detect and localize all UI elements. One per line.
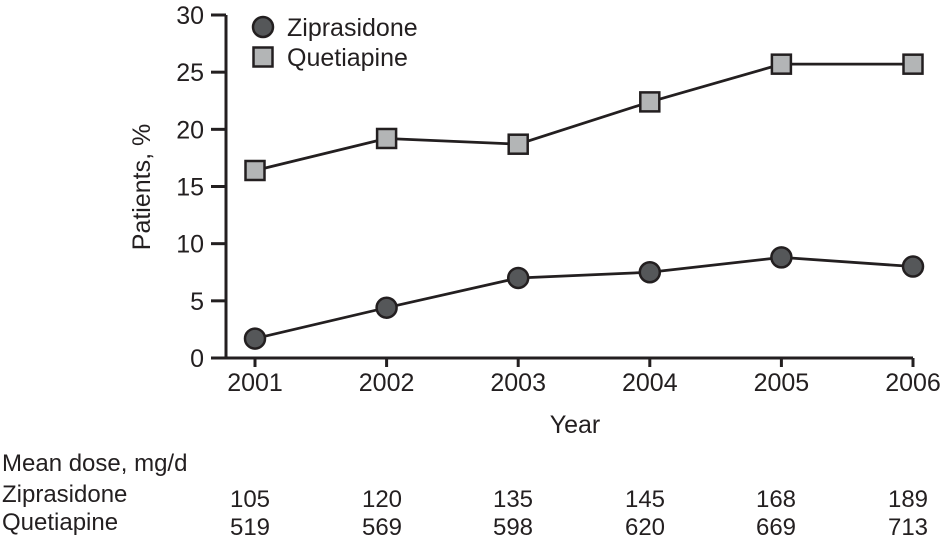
dose-ziprasidone-2001: 105 [229, 486, 271, 513]
marker-quetiapine [639, 91, 661, 113]
x-tick-label: 2003 [490, 369, 546, 397]
marker-ziprasidone [901, 255, 925, 278]
y-tick-label: 15 [176, 174, 204, 202]
y-tick-label: 10 [176, 231, 204, 259]
dose-quetiapine-2002: 569 [361, 514, 403, 541]
marker-ziprasidone [506, 266, 530, 290]
marker-quetiapine [244, 159, 266, 182]
y-axis-title: Patients, % [128, 124, 156, 250]
marker-quetiapine [375, 127, 398, 150]
x-tick-label: 2004 [622, 369, 678, 397]
y-tick-label: 20 [176, 116, 204, 144]
dose-ziprasidone-2003: 135 [492, 486, 534, 513]
dose-ziprasidone-2002: 120 [361, 486, 403, 513]
dose-ziprasidone-2005: 168 [755, 486, 797, 513]
x-axis-title: Year [550, 411, 601, 439]
dose-table-header: Mean dose, mg/d [2, 450, 188, 477]
y-tick-label: 30 [176, 2, 204, 30]
x-tick-label: 2001 [227, 369, 283, 397]
marker-quetiapine [902, 53, 924, 75]
marker-ziprasidone [251, 15, 275, 39]
dose-row-label-quetiapine: Quetiapine [2, 509, 119, 536]
y-tick-label: 5 [190, 288, 204, 316]
dose-quetiapine-2006: 713 [887, 514, 929, 541]
marker-quetiapine [507, 133, 529, 155]
x-tick-label: 2006 [885, 369, 941, 397]
dose-row-label-ziprasidone: Ziprasidone [2, 481, 128, 508]
x-tick-label: 2002 [359, 369, 415, 397]
dose-quetiapine-2004: 620 [624, 514, 666, 541]
dose-quetiapine-2001: 519 [229, 514, 271, 541]
marker-ziprasidone [638, 261, 662, 284]
marker-ziprasidone [375, 296, 398, 319]
dose-ziprasidone-2004: 145 [624, 486, 666, 513]
series-line-quetiapine [254, 62, 913, 172]
marker-ziprasidone [770, 246, 793, 269]
dose-ziprasidone-2006: 189 [887, 486, 929, 513]
y-tick-label: 0 [190, 345, 204, 373]
legend-label-ziprasidone: Ziprasidone [287, 14, 418, 42]
patients-percent-line-chart: 0 5 10 15 20 25 30 2001 2002 2003 2004 2005 2006 Year… [128, 2, 941, 439]
marker-quetiapine [770, 53, 793, 75]
marker-quetiapine [252, 46, 274, 68]
dose-quetiapine-2005: 669 [755, 514, 797, 541]
x-tick-label: 2005 [754, 369, 810, 397]
y-tick-label: 25 [176, 59, 204, 87]
marker-ziprasidone [243, 327, 267, 350]
dose-quetiapine-2003: 598 [492, 514, 534, 541]
series-line-ziprasidone [254, 256, 914, 340]
legend-label-quetiapine: Quetiapine [287, 44, 408, 72]
